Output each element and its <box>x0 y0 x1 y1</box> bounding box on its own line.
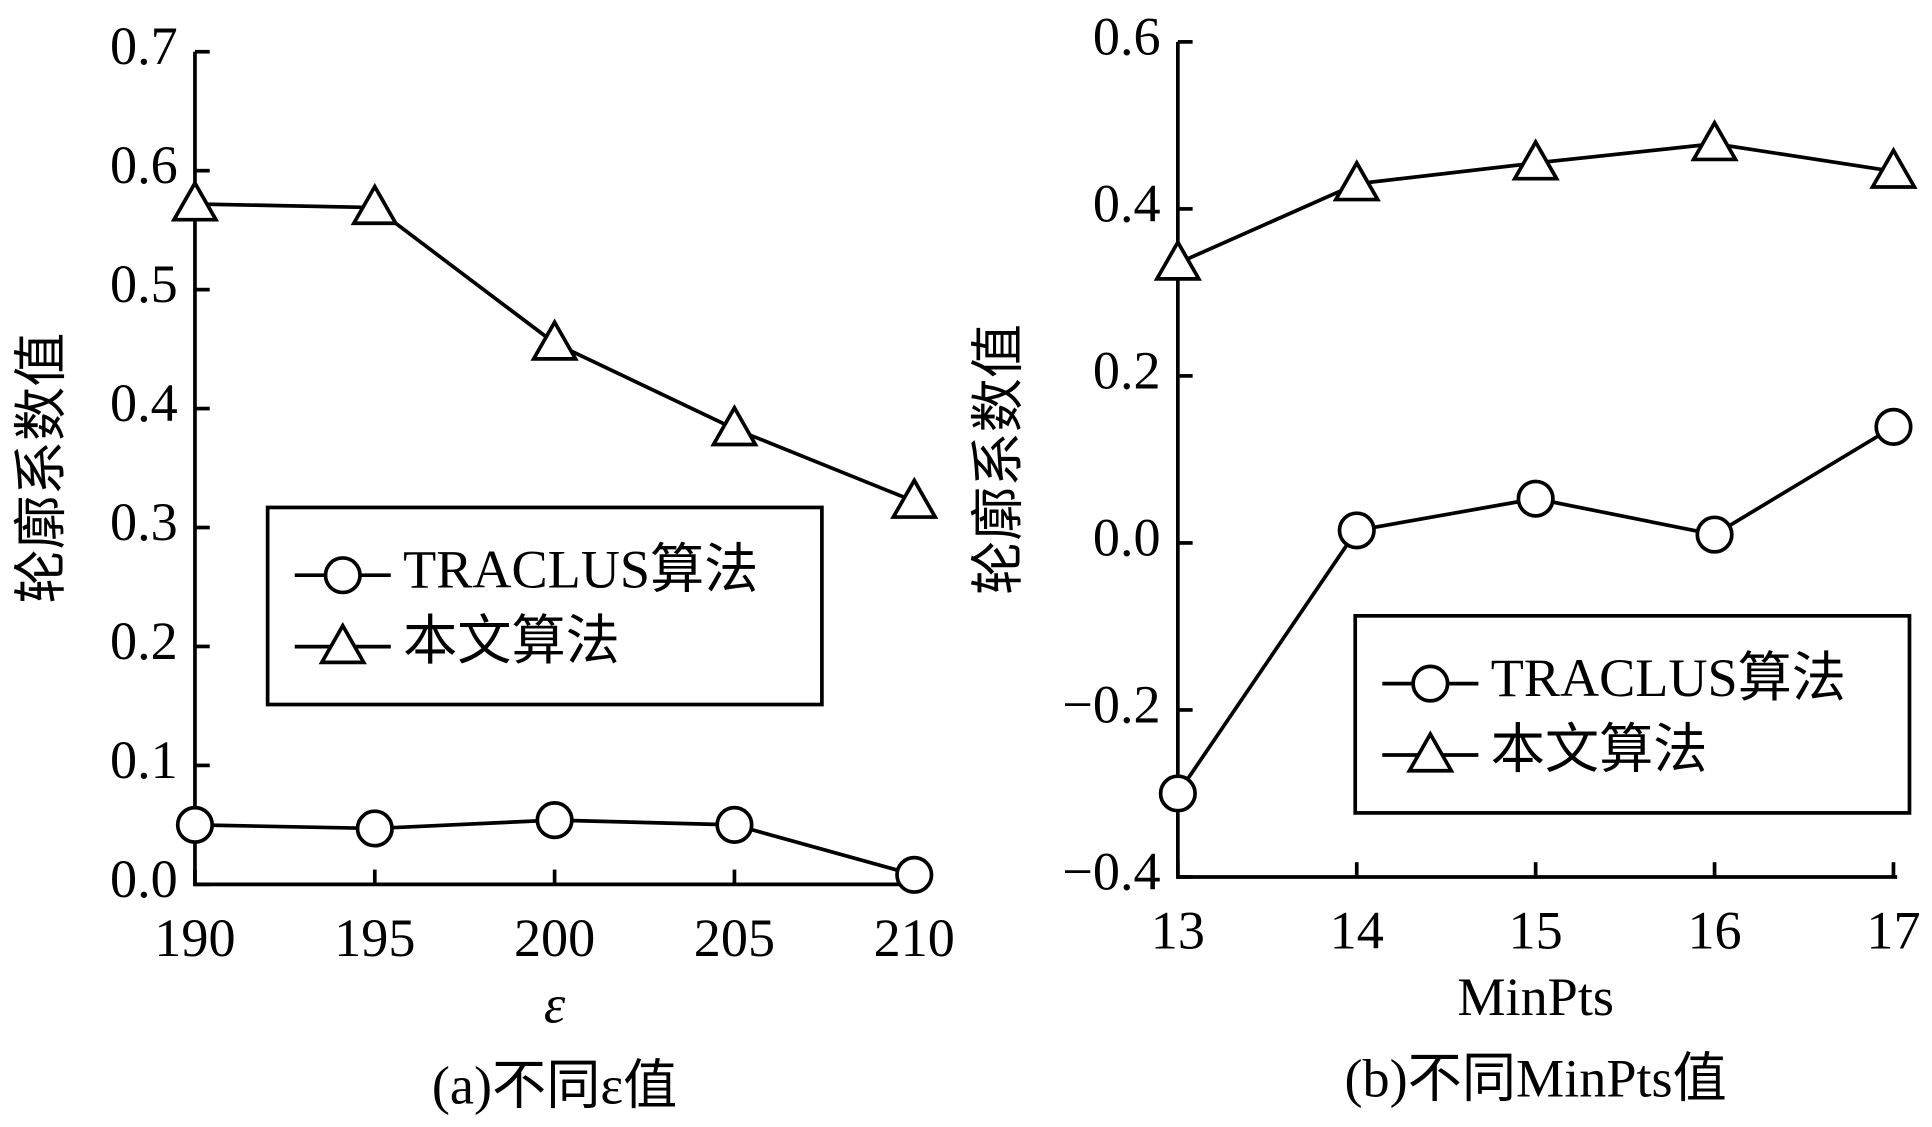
marker <box>1869 146 1918 189</box>
marker <box>1516 479 1555 518</box>
legend-label: TRACLUS算法 <box>403 540 758 600</box>
legend-marker <box>318 621 367 665</box>
y-tick-label: 0.2 <box>1093 340 1161 400</box>
x-tick-label: 14 <box>1330 901 1384 961</box>
marker <box>175 805 215 844</box>
marker <box>890 476 939 519</box>
y-tick-label: 0.2 <box>110 611 178 671</box>
marker <box>895 855 934 894</box>
x-tick-label: 190 <box>154 908 235 968</box>
y-tick-label: 0.3 <box>110 492 178 552</box>
marker <box>535 801 574 840</box>
y-axis-label: 轮廓系数值 <box>12 333 72 604</box>
y-tick-label: 0.4 <box>1093 173 1161 233</box>
marker <box>1332 159 1381 202</box>
y-tick-label: −0.4 <box>1062 841 1160 901</box>
marker <box>1874 407 1913 446</box>
y-tick-label: 0.1 <box>110 730 178 790</box>
legend-box <box>265 505 824 707</box>
caption: (a)不同ε值 <box>432 1056 677 1116</box>
marker <box>1158 774 1197 813</box>
axis <box>193 51 918 887</box>
x-tick-label: 210 <box>874 908 955 968</box>
marker <box>1153 238 1202 281</box>
y-tick-label: 0.4 <box>110 373 178 433</box>
x-tick-label: 205 <box>694 908 775 968</box>
caption: (b)不同MinPts值 <box>1344 1048 1726 1108</box>
x-tick-label: 195 <box>334 908 415 968</box>
marker <box>715 805 754 844</box>
x-tick-label: 16 <box>1687 901 1741 961</box>
y-tick-label: 0.5 <box>110 254 178 314</box>
legend-marker <box>323 556 362 595</box>
y-tick-label: −0.2 <box>1062 674 1160 734</box>
legend-marker <box>1406 730 1455 773</box>
legend-marker <box>1411 664 1450 703</box>
marker <box>1690 119 1739 162</box>
y-tick-label: 0.0 <box>110 849 178 909</box>
marker <box>355 809 394 848</box>
y-tick-label: 0.7 <box>110 16 178 76</box>
marker <box>170 179 220 222</box>
y-tick-label: 0.0 <box>1093 507 1161 567</box>
x-tick-label: 200 <box>514 908 595 968</box>
x-tick-label: 17 <box>1866 901 1920 961</box>
marker <box>1511 138 1560 181</box>
y-tick-label: 0.6 <box>110 135 178 195</box>
legend-label: TRACLUS算法 <box>1491 648 1846 708</box>
marker <box>1695 515 1734 554</box>
y-tick-label: 0.6 <box>1093 6 1161 66</box>
marker <box>1337 511 1376 550</box>
marker <box>710 404 759 447</box>
marker <box>350 182 399 226</box>
legend-label: 本文算法 <box>1491 719 1708 779</box>
x-axis-label: ε <box>544 974 566 1034</box>
marker <box>530 318 579 361</box>
x-tick-label: 13 <box>1151 901 1205 961</box>
x-tick-label: 15 <box>1509 901 1563 961</box>
legend-box <box>1353 613 1912 815</box>
legend-label: 本文算法 <box>403 611 620 671</box>
y-axis-label: 轮廓系数值 <box>969 324 1029 595</box>
x-axis-label: MinPts <box>1457 967 1614 1027</box>
